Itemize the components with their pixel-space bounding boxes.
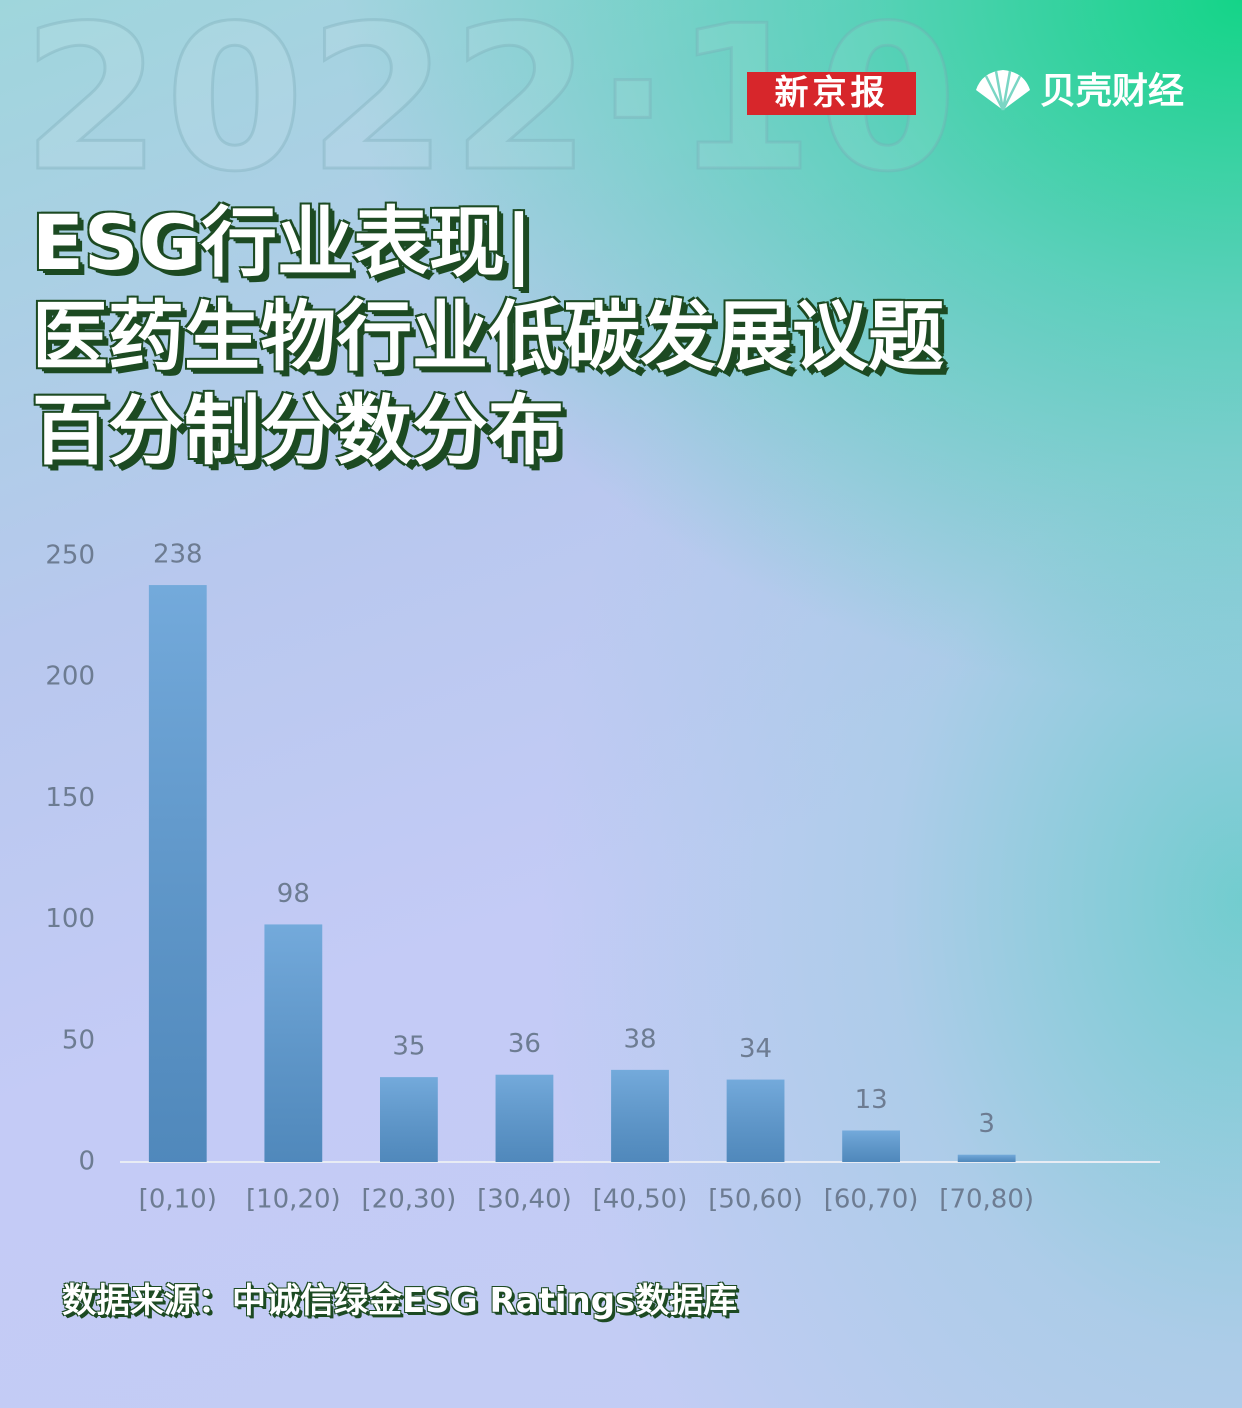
y-tick-label: 100 (45, 904, 95, 934)
bar-shade (611, 1069, 669, 1162)
bar-shade (380, 1077, 438, 1162)
y-tick-label: 250 (45, 541, 95, 571)
bar-shade (726, 1079, 785, 1162)
y-tick-label: 0 (78, 1147, 95, 1177)
y-tick-label: 200 (45, 662, 95, 692)
source-note: 数据来源：中诚信绿金ESG Ratings数据库 (62, 1281, 738, 1321)
value-label: 98 (277, 879, 310, 909)
value-label: 38 (623, 1024, 656, 1054)
value-label: 3 (978, 1109, 995, 1139)
bar-shade (148, 585, 207, 1162)
title-line: ESG行业表现| (32, 198, 533, 287)
x-tick-label: [30,40) (477, 1185, 572, 1215)
value-label: 13 (855, 1085, 888, 1115)
x-tick-label: [70,80) (939, 1185, 1034, 1215)
bar-shade (957, 1154, 1016, 1162)
x-tick-label: [50,60) (708, 1185, 803, 1215)
x-tick-label: [10,20) (246, 1185, 341, 1215)
bar-shade (495, 1074, 554, 1162)
title-line: 医药生物行业低碳发展议题 (32, 292, 944, 381)
bar-shade (842, 1130, 900, 1162)
value-label: 36 (508, 1029, 541, 1059)
value-label: 238 (153, 540, 203, 570)
logo-xjb: 新京报 (747, 72, 916, 115)
x-tick-label: [0,10) (139, 1185, 217, 1215)
x-tick-label: [60,70) (824, 1185, 919, 1215)
logo-beike: 贝壳财经 (1040, 71, 1185, 112)
x-tick-label: [40,50) (593, 1185, 688, 1215)
bar-shade (264, 924, 323, 1162)
x-tick-label: [20,30) (362, 1185, 457, 1215)
y-tick-label: 150 (45, 783, 95, 813)
title-line: 百分制分数分布 (32, 386, 564, 475)
value-label: 35 (392, 1032, 425, 1062)
value-label: 34 (739, 1034, 772, 1064)
y-tick-label: 50 (62, 1025, 95, 1055)
shell-icon (976, 70, 1030, 111)
